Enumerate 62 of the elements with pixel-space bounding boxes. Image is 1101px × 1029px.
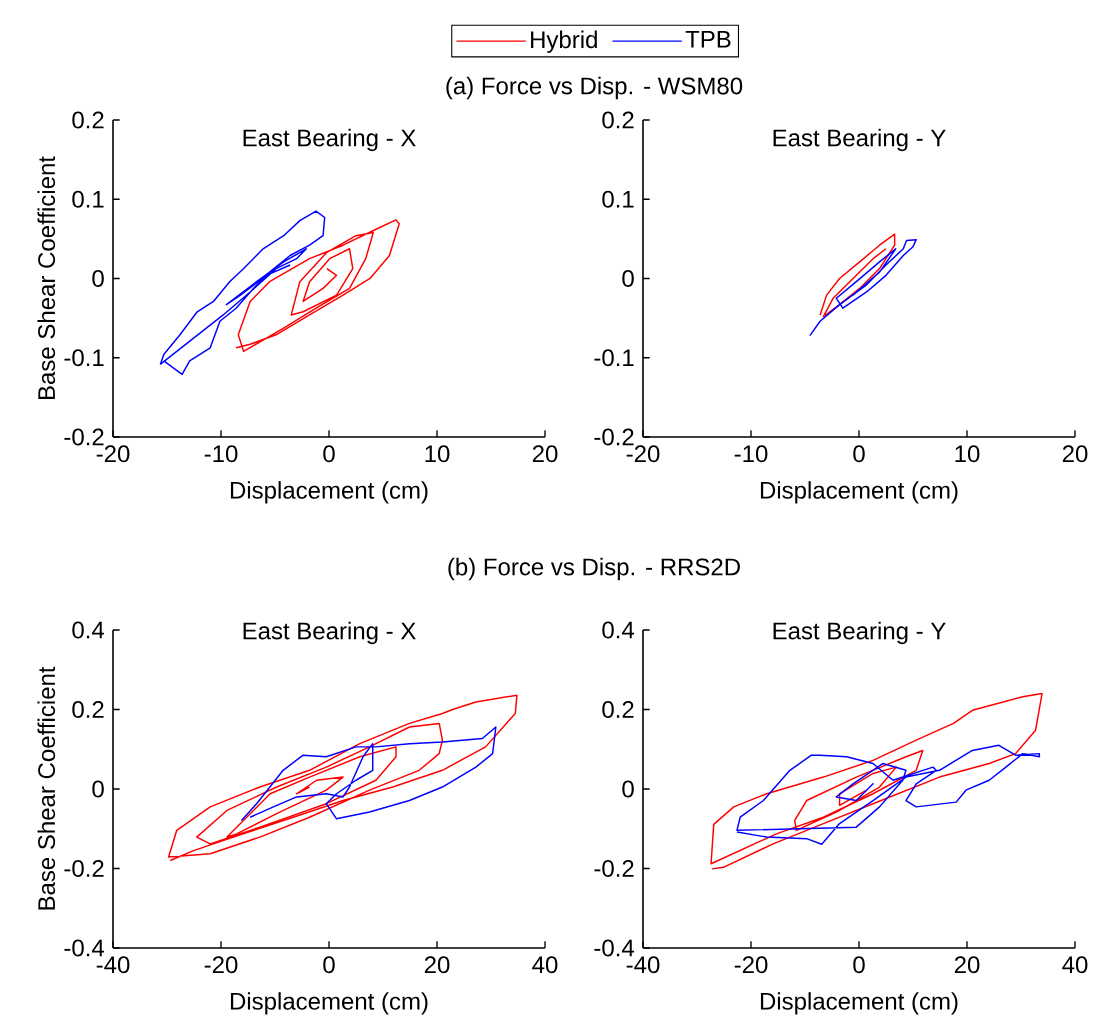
x-axis-title: Displacement (cm) bbox=[760, 481, 958, 504]
x-tick-label: -10 bbox=[734, 445, 768, 463]
y-tick-label: -0.2 bbox=[64, 859, 104, 877]
x-tick-label: 20 bbox=[1062, 445, 1088, 463]
y-tick-label: 0.2 bbox=[602, 700, 634, 718]
text: (a) Force vs Disp. - WSM80 bbox=[446, 76, 743, 100]
y-tick-label: 0 bbox=[622, 780, 634, 798]
line-series bbox=[710, 692, 1043, 870]
y-tick-label: -0.4 bbox=[594, 939, 635, 957]
x-tick-label: -20 bbox=[204, 956, 238, 974]
x-tick-label: 0 bbox=[853, 956, 865, 974]
y-tick-label: 0.2 bbox=[72, 111, 104, 129]
y-tick-label: -0.2 bbox=[594, 859, 634, 877]
y-tick-label: -0.2 bbox=[594, 428, 634, 446]
y-tick-label: 0.4 bbox=[602, 621, 635, 639]
x-tick-label: 20 bbox=[424, 956, 450, 974]
chart-title: East Bearing - Y bbox=[773, 128, 946, 152]
y-tick-label: -0.2 bbox=[64, 428, 104, 446]
x-tick-label: 0 bbox=[853, 445, 865, 463]
x-axis-title: Displacement (cm) bbox=[760, 992, 958, 1015]
y-tick-label: -0.1 bbox=[594, 349, 634, 367]
y-tick-label: -0.4 bbox=[64, 939, 105, 957]
x-tick-label: 40 bbox=[532, 956, 558, 974]
y-tick-label: 0.4 bbox=[72, 621, 105, 639]
line-series bbox=[240, 726, 497, 822]
chart-subtitle: East Bearing - X bbox=[243, 128, 416, 152]
line-series bbox=[159, 210, 326, 376]
x-tick-label: -40 bbox=[626, 956, 660, 974]
y-tick-label: 0 bbox=[92, 269, 104, 287]
line-series bbox=[167, 694, 518, 862]
chart-subtitle: East Bearing - X bbox=[243, 621, 416, 645]
y-axis-title: Base Shear Coefficient bbox=[37, 666, 56, 910]
x-tick-label: -20 bbox=[96, 445, 130, 463]
x-axis-title: Displacement (cm) bbox=[230, 992, 428, 1015]
y-tick-label: 0.1 bbox=[602, 190, 634, 208]
y-tick-label: 0.2 bbox=[72, 700, 104, 718]
chart-title: East Bearing - Y bbox=[773, 621, 946, 645]
text: (b) Force vs Disp. - RRS2D bbox=[448, 557, 740, 581]
y-tick-label: 0 bbox=[92, 780, 104, 798]
x-tick-label: -40 bbox=[96, 956, 130, 974]
x-tick-label: 10 bbox=[425, 445, 450, 463]
line-series bbox=[819, 233, 896, 318]
x-tick-label: -20 bbox=[734, 956, 768, 974]
x-axis-title: Displacement (cm) bbox=[230, 481, 428, 504]
legend-label: Hybrid bbox=[531, 30, 597, 53]
legend-label: TPB bbox=[685, 31, 731, 48]
x-tick-label: 10 bbox=[955, 445, 980, 463]
x-tick-label: 20 bbox=[954, 956, 980, 974]
x-tick-label: 0 bbox=[323, 445, 335, 463]
line-series bbox=[809, 238, 917, 337]
x-tick-label: 40 bbox=[1062, 956, 1088, 974]
x-tick-label: -20 bbox=[626, 445, 660, 463]
y-tick-label: 0.2 bbox=[602, 111, 634, 129]
line-series bbox=[736, 744, 1041, 845]
x-tick-label: -10 bbox=[204, 445, 238, 463]
y-tick-label: -0.1 bbox=[64, 349, 104, 367]
y-tick-label: 0.1 bbox=[72, 190, 104, 208]
x-tick-label: 20 bbox=[532, 445, 558, 463]
y-axis-title: Base Shear Coefficient bbox=[37, 156, 56, 400]
x-tick-label: 0 bbox=[323, 956, 335, 974]
y-tick-label: 0 bbox=[622, 269, 634, 287]
line-series bbox=[235, 219, 400, 353]
